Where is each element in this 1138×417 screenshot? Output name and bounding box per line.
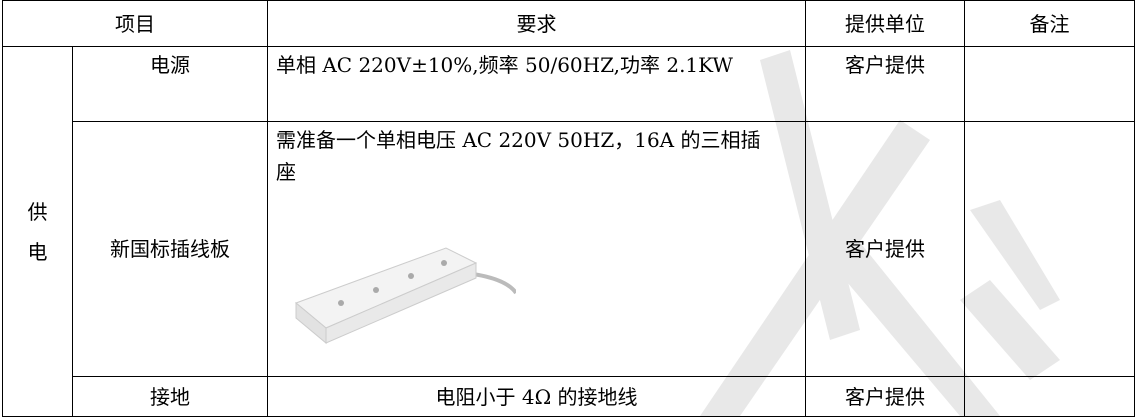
provider-cell: 客户提供 [805,46,965,122]
requirement-text: 需准备一个单相电压 AC 220V 50HZ，16A 的三相插座 [276,128,761,184]
header-cell: 备注 [964,0,1135,47]
group-label: 供电 [27,199,48,264]
group-cell: 供电 [2,46,73,417]
header-cell: 要求 [267,0,806,47]
header-cell: 提供单位 [805,0,965,47]
header-row: 项目 要求 提供单位 备注 [2,0,1135,47]
provider-cell: 客户提供 [805,121,965,377]
item-cell: 电源 [72,46,268,122]
requirement-cell: 电阻小于 4Ω 的接地线 [267,376,806,417]
item-cell: 接地 [72,376,268,417]
header-cell: 项目 [2,0,268,47]
power-strip-image [295,247,516,345]
remark-cell [964,121,1135,377]
item-cell: 新国标插线板 [72,121,268,377]
remark-cell [964,46,1135,122]
provider-cell: 客户提供 [805,376,965,417]
row: 供电 电源 单相 AC 220V±10%,频率 50/60HZ,功率 2.1KW… [2,46,1135,417]
remark-cell [964,376,1135,417]
row: 接地 电阻小于 4Ω 的接地线 客户提供 [3,376,1135,417]
requirement-cell: 单相 AC 220V±10%,频率 50/60HZ,功率 2.1KW [267,46,806,122]
row: 新国标插线板 需准备一个单相电压 AC 220V 50HZ，16A 的三相插座 … [3,121,1135,377]
requirement-cell: 需准备一个单相电压 AC 220V 50HZ，16A 的三相插座 [267,121,806,377]
